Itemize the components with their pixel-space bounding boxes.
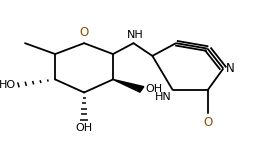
Text: OH: OH: [76, 123, 93, 133]
Text: O: O: [203, 116, 212, 129]
Text: OH: OH: [145, 84, 162, 94]
Polygon shape: [113, 79, 144, 92]
Text: NH: NH: [126, 30, 143, 40]
Text: HO: HO: [0, 79, 16, 90]
Text: N: N: [225, 62, 234, 75]
Text: HN: HN: [155, 92, 172, 103]
Text: O: O: [80, 26, 89, 39]
